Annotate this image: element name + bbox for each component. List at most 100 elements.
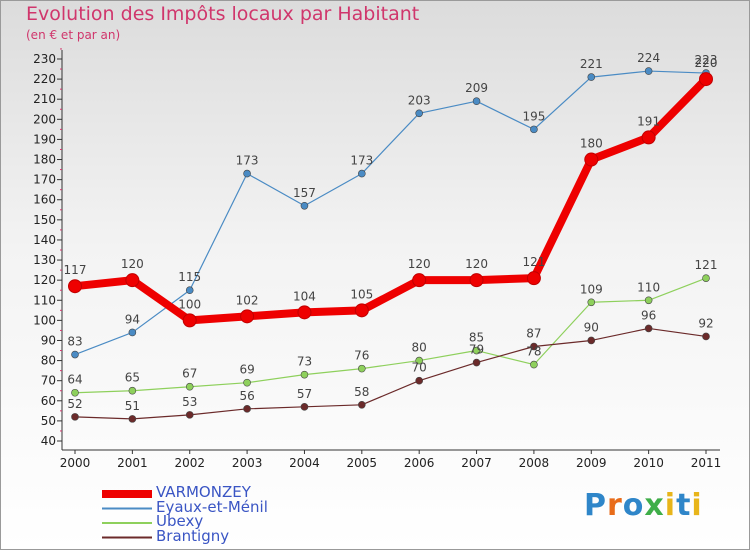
data-point-ubexy <box>472 346 481 355</box>
x-tick-label: 2009 <box>576 456 607 470</box>
legend-label-1: Eyaux-et-Ménil <box>156 497 268 516</box>
data-label-brantigny: 58 <box>354 385 369 399</box>
x-tick-label: 2007 <box>461 456 492 470</box>
data-label-eyaux-et-menil: 173 <box>236 154 259 168</box>
proxiti-logo: Proxiti <box>584 488 703 523</box>
chart-title: Evolution des Impôts locaux par Habitant <box>26 3 420 25</box>
data-label-varmonzey: 120 <box>121 257 144 271</box>
data-label-ubexy: 80 <box>412 341 427 355</box>
data-point-eyaux-et-menil <box>300 201 309 210</box>
y-tick-label: 160 <box>33 193 56 207</box>
chart-lines <box>71 70 710 420</box>
x-tick-label: 2003 <box>232 456 263 470</box>
data-point-brantigny <box>243 405 251 413</box>
data-label-varmonzey: 191 <box>637 114 660 128</box>
data-point-eyaux-et-menil <box>415 109 423 118</box>
series-line-ubexy <box>74 277 707 394</box>
legend-label-3: Brantigny <box>156 526 230 545</box>
data-label-eyaux-et-menil: 221 <box>580 57 603 71</box>
chart-subtitle: (en € et par an) <box>26 28 121 42</box>
data-point-ubexy <box>243 378 251 387</box>
data-label-varmonzey: 220 <box>695 56 718 70</box>
data-label-ubexy: 69 <box>239 363 254 377</box>
chart-axes: 40 50 60 70 80 90 100 110 120 130 140 150 160 170 180 1… <box>33 48 722 470</box>
data-point-varmonzey <box>354 303 369 318</box>
data-label-varmonzey: 121 <box>522 255 545 269</box>
data-point-ubexy <box>587 298 596 307</box>
data-label-ubexy: 121 <box>695 258 718 272</box>
data-label-brantigny: 96 <box>641 308 656 322</box>
data-label-ubexy: 67 <box>182 367 197 381</box>
y-tick-label: 230 <box>33 52 56 66</box>
y-tick-label: 210 <box>33 92 56 106</box>
data-label-varmonzey: 120 <box>408 257 431 271</box>
data-point-brantigny <box>300 403 309 411</box>
data-point-varmonzey <box>297 305 312 320</box>
data-label-brantigny: 79 <box>469 343 484 357</box>
y-tick-label: 70 <box>41 374 56 388</box>
x-tick-label: 2010 <box>633 456 664 470</box>
data-point-varmonzey <box>469 273 484 288</box>
data-point-eyaux-et-menil <box>185 286 194 295</box>
legend-swatches <box>102 490 152 539</box>
data-point-brantigny <box>358 401 366 409</box>
y-tick-label: 80 <box>41 354 56 368</box>
data-point-varmonzey <box>641 130 656 145</box>
data-label-varmonzey: 102 <box>236 293 259 307</box>
data-point-ubexy <box>644 296 653 305</box>
x-tick-label: 2005 <box>347 456 378 470</box>
y-tick-label: 140 <box>33 233 56 247</box>
data-point-brantigny <box>530 342 538 351</box>
y-tick-label: 110 <box>33 293 56 307</box>
x-tick-label: 2006 <box>404 456 435 470</box>
x-tick-label: 2004 <box>289 456 320 470</box>
data-point-eyaux-et-menil <box>472 97 481 106</box>
data-point-eyaux-et-menil <box>358 169 366 178</box>
chart-points <box>68 67 713 423</box>
data-label-varmonzey: 120 <box>465 257 488 271</box>
y-tick-label: 60 <box>41 394 56 408</box>
data-label-eyaux-et-menil: 223 <box>695 53 718 67</box>
data-point-brantigny <box>71 413 79 421</box>
data-label-varmonzey: 105 <box>350 287 373 301</box>
data-label-brantigny: 87 <box>526 327 541 341</box>
x-tick-label: 2001 <box>117 456 148 470</box>
series-line-varmonzey <box>71 75 710 325</box>
data-label-brantigny: 56 <box>239 389 254 403</box>
series-line-eyaux-et-menil <box>74 70 707 356</box>
data-point-ubexy <box>702 274 710 282</box>
data-point-varmonzey <box>125 273 140 288</box>
data-label-brantigny: 92 <box>698 316 713 330</box>
data-point-brantigny <box>185 411 194 419</box>
data-label-ubexy: 109 <box>580 282 603 296</box>
data-point-eyaux-et-menil <box>530 125 538 134</box>
data-point-ubexy <box>128 386 137 395</box>
data-label-eyaux-et-menil: 209 <box>465 81 488 95</box>
x-tick-label: 2000 <box>60 456 91 470</box>
data-point-brantigny <box>128 415 137 423</box>
data-point-eyaux-et-menil <box>128 328 137 337</box>
data-label-brantigny: 53 <box>182 395 197 409</box>
data-label-eyaux-et-menil: 83 <box>67 335 82 349</box>
data-point-varmonzey <box>68 279 82 294</box>
series-line-brantigny <box>74 327 707 420</box>
data-label-ubexy: 110 <box>637 280 660 294</box>
y-tick-label: 120 <box>33 273 56 287</box>
data-point-ubexy <box>358 364 366 373</box>
data-label-eyaux-et-menil: 115 <box>178 270 201 284</box>
data-point-ubexy <box>530 360 538 369</box>
data-label-brantigny: 70 <box>412 361 427 375</box>
y-tick-label: 50 <box>41 414 56 428</box>
data-label-eyaux-et-menil: 224 <box>637 51 660 65</box>
x-tick-label: 2011 <box>691 456 722 470</box>
x-tick-label: 2002 <box>174 456 205 470</box>
data-label-varmonzey: 117 <box>64 263 87 277</box>
data-point-varmonzey <box>699 72 713 87</box>
y-tick-label: 130 <box>33 253 56 267</box>
data-point-ubexy <box>415 356 423 365</box>
data-point-varmonzey <box>526 271 541 286</box>
data-label-varmonzey: 104 <box>293 289 316 303</box>
data-label-ubexy: 76 <box>354 349 369 363</box>
